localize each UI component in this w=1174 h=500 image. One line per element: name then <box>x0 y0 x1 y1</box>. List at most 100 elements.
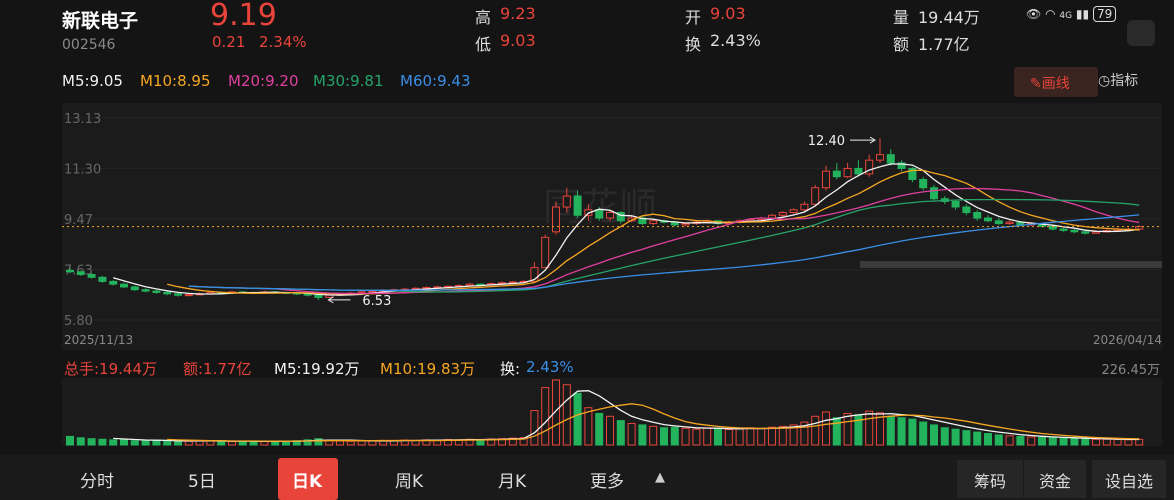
stat-label: 高 <box>475 8 492 27</box>
volume-legend: 2.43% <box>526 358 574 376</box>
indicator-button[interactable]: ◷指标 <box>1098 73 1139 89</box>
volume-bar <box>865 410 874 446</box>
volume-legend: 额:1.77亿 <box>183 360 252 378</box>
price: 9.19 <box>210 0 277 33</box>
volume-bar <box>994 434 1003 446</box>
candle-body <box>778 212 787 216</box>
volume-bar <box>552 379 560 446</box>
candle-body <box>1070 229 1079 233</box>
volume-bar <box>703 427 712 446</box>
tab[interactable]: 月K <box>498 472 527 492</box>
candle-body <box>573 195 582 216</box>
volume-bar <box>649 425 658 446</box>
volume-bar <box>152 439 161 446</box>
volume-bar <box>1027 436 1036 446</box>
candle-body <box>120 283 128 288</box>
volume-bar <box>336 440 344 446</box>
candle-body <box>681 223 690 226</box>
volume-bar <box>778 425 787 446</box>
overlay-band <box>860 261 1162 268</box>
candle-body <box>843 167 852 178</box>
volume-bar <box>746 427 755 446</box>
candle-body <box>184 294 193 297</box>
volume-bar <box>109 439 118 446</box>
candle-body <box>908 167 917 180</box>
stat-value: 2.43% <box>710 31 761 50</box>
volume-bar <box>1059 437 1068 446</box>
volume-bar <box>357 440 366 446</box>
volume-bar <box>1038 437 1046 446</box>
stat-value: 1.77亿 <box>918 35 970 54</box>
volume-bar <box>1048 437 1057 446</box>
volume-bar <box>908 418 917 446</box>
volume-bar <box>530 410 539 446</box>
volume-bar <box>1016 435 1025 446</box>
volume-legend: 总手:19.44万 <box>64 360 157 378</box>
watermark: 同花顺 <box>543 185 657 229</box>
date-label: 2025/11/13 <box>64 333 133 347</box>
candle-body <box>865 159 874 175</box>
candle-body <box>768 214 776 219</box>
candle-body <box>886 154 895 164</box>
y-tick-label: 7.63 <box>64 264 93 279</box>
tab[interactable]: 5日 <box>188 472 216 492</box>
candle-body <box>962 206 971 214</box>
side-button[interactable] <box>1127 20 1155 46</box>
candle-body <box>1092 231 1100 234</box>
tab[interactable]: 周K <box>395 472 424 492</box>
volume-bar <box>757 427 766 446</box>
stock-name: 新联电子 <box>62 10 139 32</box>
stat-value: 9.03 <box>500 31 536 50</box>
candle-body <box>163 291 172 295</box>
draw-button[interactable] <box>1014 67 1098 97</box>
volume-bar <box>1092 438 1100 446</box>
volume-bar <box>897 417 906 446</box>
volume-bar <box>303 439 312 446</box>
action-button[interactable]: 筹码 <box>973 472 1006 491</box>
signal-icon: ▮▮ <box>1075 7 1090 21</box>
candle-body <box>649 220 658 225</box>
arrow-head <box>327 296 334 304</box>
candle-body <box>811 187 820 205</box>
volume-bar <box>800 421 809 446</box>
network: 4G <box>1059 11 1073 21</box>
candle-body <box>822 170 830 189</box>
ma-legend: M60:9.43 <box>400 72 471 90</box>
candle-body <box>1135 226 1144 230</box>
tab[interactable]: 分时 <box>80 472 114 492</box>
candle-body <box>66 269 74 273</box>
volume-bar <box>76 437 85 446</box>
y-tick-label: 5.80 <box>64 314 93 329</box>
stat-label: 量 <box>893 8 910 27</box>
wifi-icon: ◠ <box>1045 7 1056 21</box>
tab[interactable]: 日K <box>292 472 323 492</box>
candle-body <box>1059 228 1068 231</box>
change: 0.21 <box>212 33 246 51</box>
volume-bar <box>768 426 776 446</box>
stat-label: 额 <box>893 35 910 54</box>
action-button[interactable]: 资金 <box>1038 472 1071 491</box>
volume-bar <box>660 427 668 446</box>
candle-body <box>314 294 323 298</box>
volume-bar <box>98 438 107 446</box>
volume-bar <box>616 420 625 446</box>
volume-bar <box>1113 439 1122 446</box>
candle-body <box>984 217 992 222</box>
candle-body <box>1005 221 1014 225</box>
status-bar: 👁 ◠ 4G ▮▮ 79 <box>1026 6 1117 22</box>
volume-bar <box>346 440 355 446</box>
tab-active-bg <box>278 458 338 500</box>
candle-body <box>368 290 377 293</box>
candle-body <box>109 280 118 285</box>
action-button[interactable]: 设自选 <box>1104 472 1153 491</box>
arrow-head <box>869 136 876 144</box>
tab[interactable]: 更多 <box>590 472 624 492</box>
volume-bar <box>1070 438 1079 446</box>
volume-bar <box>1005 435 1014 446</box>
volume-bar <box>562 384 571 446</box>
volume-bar <box>217 440 226 446</box>
more-arrow[interactable]: ▲ <box>655 470 665 485</box>
date-label: 2026/04/14 <box>1093 333 1162 347</box>
